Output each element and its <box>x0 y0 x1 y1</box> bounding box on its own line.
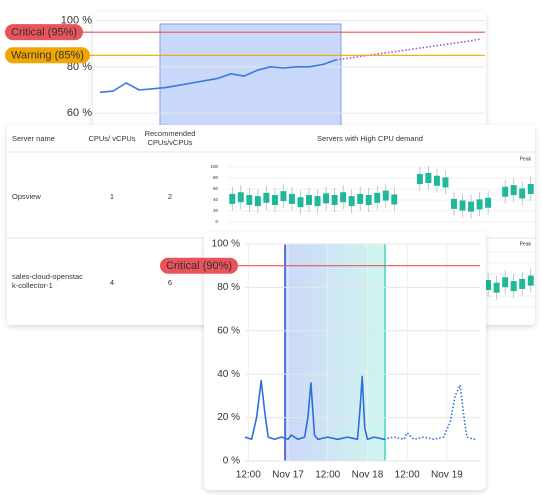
box <box>297 197 304 208</box>
box <box>485 280 492 290</box>
threshold-label: Critical (90%) <box>166 260 232 272</box>
recommended-cpu: 2 <box>167 192 173 201</box>
box <box>263 192 270 203</box>
box <box>459 200 466 211</box>
recommended-cpu: 6 <box>167 278 173 287</box>
box <box>476 199 483 210</box>
y-tick-label: 20 % <box>217 412 240 423</box>
server-name: sales-cloud-openstack-collector-1 <box>12 272 83 291</box>
series-line <box>99 59 337 94</box>
box <box>323 193 330 204</box>
server-name: Opsview <box>12 192 41 201</box>
box <box>502 186 509 197</box>
box <box>493 282 500 293</box>
box <box>451 198 457 209</box>
box <box>433 175 440 186</box>
box <box>246 195 253 205</box>
header-cell: Recommended CPUs/vCPUs <box>144 129 196 148</box>
y-tick-label: 0 % <box>223 456 240 467</box>
cpu-count: 1 <box>109 192 115 201</box>
cpu-trend-card: 60 % 80 % 100 %Critical (95%) Warning (85%) <box>5 12 486 142</box>
x-tick-label: Nov 19 <box>431 470 463 481</box>
y-tick-label: 100 % <box>212 239 240 250</box>
box <box>229 193 236 204</box>
y-tick-label: 80 % <box>217 282 240 293</box>
box <box>340 192 347 203</box>
box <box>382 190 389 201</box>
header-cell: Servers with High CPU demand <box>317 134 423 143</box>
x-tick-label: Nov 18 <box>352 470 384 481</box>
box <box>510 185 517 196</box>
box <box>485 197 492 208</box>
y-tick-label: 60 <box>213 186 219 191</box>
box <box>280 191 287 202</box>
box <box>416 174 423 185</box>
chart-title: Peak <box>520 241 532 247</box>
box <box>391 194 398 205</box>
y-tick-label: 20 <box>213 208 219 213</box>
threshold-pill <box>5 24 84 41</box>
header-cell: CPUs/ vCPUs <box>88 134 136 143</box>
box <box>519 188 526 199</box>
box <box>365 195 372 205</box>
y-tick-label: 40 <box>213 197 219 202</box>
box <box>527 184 534 194</box>
y-tick-label: 0 <box>215 219 218 224</box>
cpu-count: 4 <box>109 278 115 287</box>
y-tick-label: 40 % <box>217 369 240 380</box>
box <box>348 196 355 207</box>
threshold-label: Warning (85%) <box>11 50 84 62</box>
series-line <box>244 375 385 441</box>
box <box>357 193 364 204</box>
x-tick-label: 12:00 <box>236 470 261 481</box>
header-cell: Server name <box>12 134 55 143</box>
box <box>374 192 381 203</box>
box <box>519 278 526 289</box>
x-tick-label: 12:00 <box>315 470 340 481</box>
threshold-pill <box>160 257 239 274</box>
box <box>237 192 244 203</box>
box <box>306 195 312 205</box>
box <box>468 201 475 212</box>
y-tick-label: 60 % <box>67 107 92 119</box>
box <box>314 196 321 207</box>
threshold-label: Critical (95%) <box>11 27 77 39</box>
y-tick-label: 60 % <box>217 325 240 336</box>
y-tick-label: 100 <box>210 164 218 169</box>
highlight-region <box>285 244 385 461</box>
highlight-region <box>159 23 342 135</box>
y-tick-label: 100 % <box>61 15 92 27</box>
cpu-detail-card: 0 % 20 % 40 % 60 % 80 % 100 % 12:00 Nov 17 12:00… <box>160 232 486 490</box>
box <box>288 193 295 204</box>
box <box>254 196 261 207</box>
x-tick-label: 12:00 <box>395 470 420 481</box>
y-tick-label: 80 % <box>67 61 92 73</box>
chart-title: Peak <box>520 156 532 162</box>
y-tick-label: 80 <box>213 175 219 180</box>
box <box>331 195 338 205</box>
box <box>510 281 517 292</box>
series-line <box>383 384 477 441</box>
box <box>502 277 509 288</box>
box <box>527 275 534 286</box>
box <box>425 173 432 183</box>
box <box>271 195 278 205</box>
box <box>442 177 449 188</box>
threshold-pill <box>5 47 90 64</box>
x-tick-label: Nov 17 <box>272 470 304 481</box>
